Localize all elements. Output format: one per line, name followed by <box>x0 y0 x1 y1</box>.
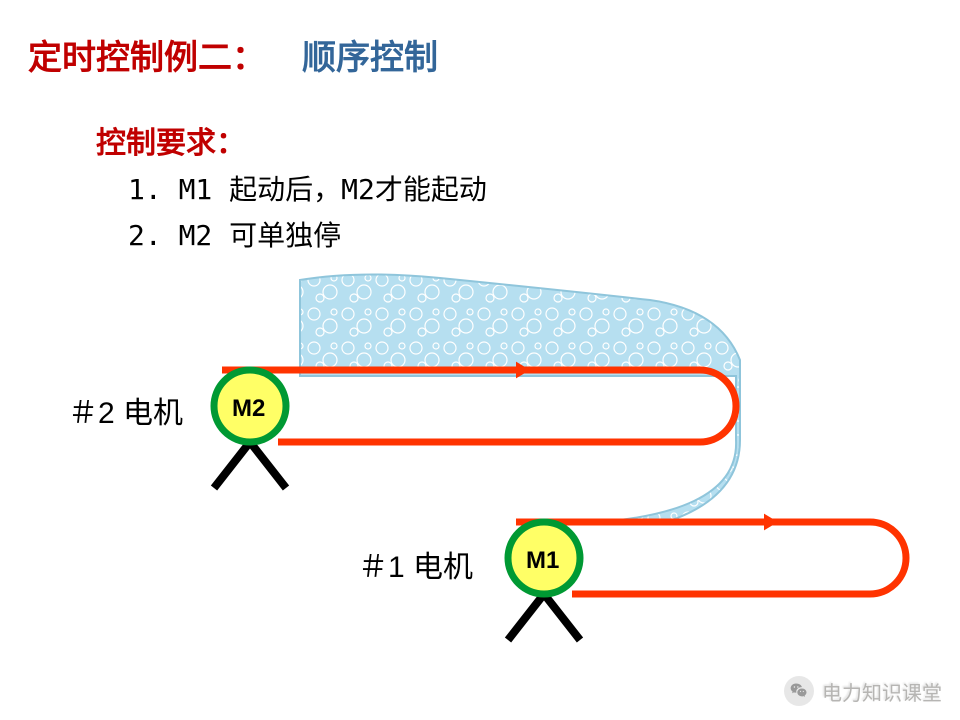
material-flow <box>300 274 740 524</box>
belt-m1-arrow <box>764 514 778 531</box>
wechat-icon <box>784 676 814 706</box>
conveyor-diagram: M2 M1 <box>0 0 960 720</box>
watermark-text: 电力知识课堂 <box>822 677 942 706</box>
motor-m2-badge: M2 <box>232 395 265 422</box>
belt-m2 <box>222 370 736 442</box>
motor-m1-badge: M1 <box>526 547 559 574</box>
stand-m2 <box>214 442 286 488</box>
watermark: 电力知识课堂 <box>784 676 942 706</box>
stand-m1 <box>508 594 580 640</box>
